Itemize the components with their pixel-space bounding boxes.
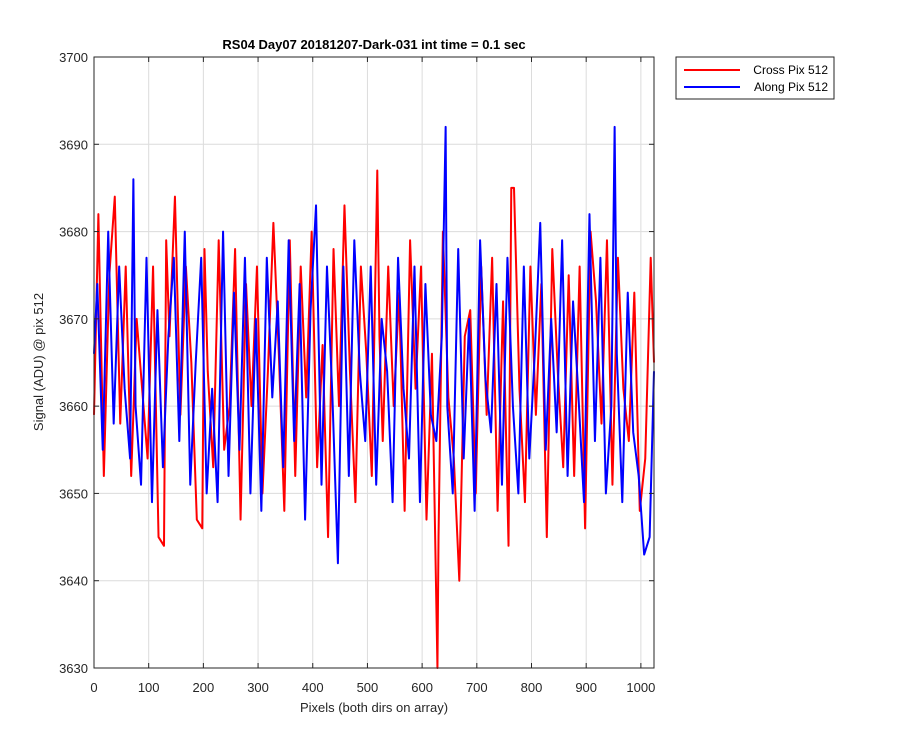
axes-box xyxy=(93,56,655,669)
x-tick-label: 600 xyxy=(411,680,433,695)
x-axis-label: Pixels (both dirs on array) xyxy=(300,700,448,715)
x-tick-label: 100 xyxy=(138,680,160,695)
x-tick-label: 800 xyxy=(521,680,543,695)
legend-label-cross: Cross Pix 512 xyxy=(753,63,828,77)
y-tick-label: 3680 xyxy=(59,225,88,240)
tick-labels: 0 100 200 300 400 500 600 700 800 900 1000 3630 3640… xyxy=(59,50,655,695)
legend-label-along: Along Pix 512 xyxy=(754,80,828,94)
series-line-along xyxy=(93,125,655,565)
y-tick-label: 3690 xyxy=(59,137,88,152)
y-tick-label: 3630 xyxy=(59,661,88,676)
y-axis-label: Signal (ADU) @ pix 512 xyxy=(31,293,46,431)
y-tick-label: 3650 xyxy=(59,486,88,501)
y-tick-label: 3700 xyxy=(59,50,88,65)
y-tick-label: 3660 xyxy=(59,399,88,414)
x-tick-label: 200 xyxy=(193,680,215,695)
x-tick-label: 300 xyxy=(247,680,269,695)
x-tick-label: 900 xyxy=(575,680,597,695)
chart-title: RS04 Day07 20181207-Dark-031 int time = … xyxy=(222,37,525,52)
legend-box xyxy=(675,56,835,100)
y-tick-label: 3670 xyxy=(59,312,88,327)
x-tick-label: 500 xyxy=(357,680,379,695)
plot-area: 0 100 200 300 400 500 600 700 800 900 1000 3630 3640… xyxy=(59,50,655,695)
series-layer xyxy=(93,125,655,669)
y-tick-label: 3640 xyxy=(59,574,88,589)
legend: Cross Pix 512 Along Pix 512 xyxy=(675,56,835,100)
x-tick-label: 400 xyxy=(302,680,324,695)
x-tick-label: 1000 xyxy=(626,680,655,695)
ticks xyxy=(93,56,654,669)
x-tick-label: 0 xyxy=(90,680,97,695)
x-tick-label: 700 xyxy=(466,680,488,695)
